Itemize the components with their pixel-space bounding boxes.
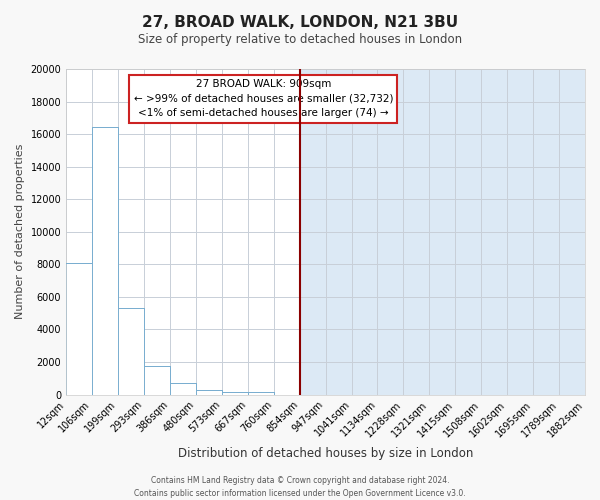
Y-axis label: Number of detached properties: Number of detached properties <box>15 144 25 320</box>
Bar <box>222 392 248 394</box>
Bar <box>118 308 144 394</box>
Bar <box>144 366 170 394</box>
X-axis label: Distribution of detached houses by size in London: Distribution of detached houses by size … <box>178 447 473 460</box>
Bar <box>92 127 118 394</box>
Bar <box>299 69 585 394</box>
Bar <box>196 390 222 394</box>
Bar <box>248 392 274 394</box>
Bar <box>170 383 196 394</box>
Text: 27, BROAD WALK, LONDON, N21 3BU: 27, BROAD WALK, LONDON, N21 3BU <box>142 15 458 30</box>
Text: Size of property relative to detached houses in London: Size of property relative to detached ho… <box>138 32 462 46</box>
Bar <box>66 69 299 394</box>
Text: Contains HM Land Registry data © Crown copyright and database right 2024.
Contai: Contains HM Land Registry data © Crown c… <box>134 476 466 498</box>
Text: 27 BROAD WALK: 909sqm
← >99% of detached houses are smaller (32,732)
<1% of semi: 27 BROAD WALK: 909sqm ← >99% of detached… <box>134 79 393 118</box>
Bar <box>66 262 92 394</box>
